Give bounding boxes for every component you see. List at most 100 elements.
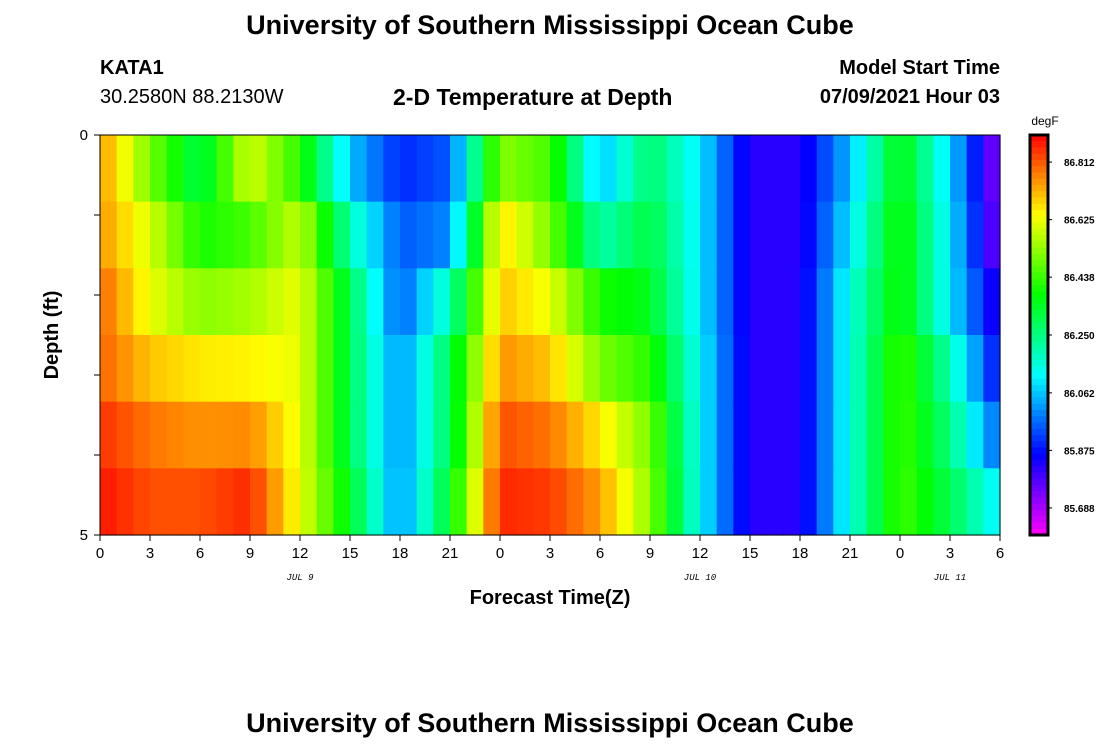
colorbar-segment: [1030, 510, 1048, 517]
heatmap-cell: [500, 135, 518, 203]
heatmap-cell: [450, 268, 468, 336]
heatmap-cell: [233, 135, 251, 203]
heatmap-cell: [166, 468, 184, 536]
heatmap-cell: [750, 335, 768, 403]
heatmap-cell: [983, 335, 1001, 403]
colorbar-segment: [1030, 497, 1048, 505]
heatmap-cell: [416, 335, 434, 403]
heatmap-cell: [266, 268, 284, 336]
heatmap-cell: [700, 401, 718, 469]
heatmap-cell: [766, 335, 784, 403]
heatmap-cell: [133, 468, 151, 536]
model-start-label: Model Start Time: [839, 57, 1000, 79]
colorbar-segment: [1030, 522, 1048, 530]
heatmap-cell: [433, 401, 451, 469]
heatmap-cell: [683, 401, 701, 469]
colorbar-tick-label: 86.062: [1064, 389, 1095, 400]
heatmap-cell: [800, 268, 818, 336]
heatmap-cell: [133, 201, 151, 269]
heatmap-cell: [733, 201, 751, 269]
heatmap-cell: [633, 335, 651, 403]
colorbar-segment: [1030, 235, 1048, 242]
heatmap-cell: [433, 135, 451, 203]
heatmap-cell: [516, 468, 534, 536]
heatmap-cell: [833, 335, 851, 403]
heatmap-cell: [983, 268, 1001, 336]
heatmap-cell: [316, 201, 334, 269]
colorbar-segment: [1030, 241, 1048, 248]
heatmap-cell: [300, 201, 318, 269]
heatmap-cell: [100, 268, 118, 336]
heatmap-cell: [266, 335, 284, 403]
heatmap-cell: [566, 201, 584, 269]
heatmap-cell: [400, 135, 418, 203]
heatmap-cell: [183, 335, 201, 403]
heatmap-cell: [733, 401, 751, 469]
heatmap-cell: [733, 335, 751, 403]
heatmap-cell: [566, 335, 584, 403]
heatmap-cell: [816, 401, 834, 469]
heatmap-cell: [316, 335, 334, 403]
date-label: JUL 11: [934, 573, 966, 583]
colorbar-segment: [1030, 453, 1048, 461]
heatmap-cell: [933, 335, 951, 403]
heatmap-cell: [516, 268, 534, 336]
heatmap-cell: [533, 268, 551, 336]
heatmap-cell: [333, 335, 351, 403]
heatmap-cell: [983, 201, 1001, 269]
heatmap-cell: [650, 335, 668, 403]
heatmap-cell: [900, 401, 918, 469]
heatmap-cell: [233, 335, 251, 403]
colorbar-segment: [1030, 428, 1048, 436]
heatmap-cell: [416, 401, 434, 469]
heatmap-cell: [916, 201, 934, 269]
heatmap-cell: [200, 401, 218, 469]
heatmap-cell: [866, 335, 884, 403]
heatmap-cell: [950, 201, 968, 269]
heatmap-cell: [783, 335, 801, 403]
heatmap-cell: [833, 135, 851, 203]
colorbar-segment: [1030, 303, 1048, 311]
heatmap-cell: [733, 268, 751, 336]
heatmap-cell: [150, 135, 168, 203]
heatmap-cell: [383, 268, 401, 336]
heatmap-cell: [383, 468, 401, 536]
heatmap-cell: [883, 135, 901, 203]
heatmap-cell: [766, 201, 784, 269]
heatmap-cell: [783, 268, 801, 336]
heatmap-cell: [966, 401, 984, 469]
colorbar-tick-label: 85.688: [1064, 504, 1095, 515]
colorbar-segment: [1030, 178, 1048, 186]
heatmap-cell: [800, 468, 818, 536]
heatmap-cell: [683, 335, 701, 403]
heatmap-cell: [650, 401, 668, 469]
heatmap-cell: [916, 135, 934, 203]
heatmap-cell: [100, 468, 118, 536]
heatmap-cell: [116, 135, 134, 203]
colorbar-segment: [1030, 291, 1048, 298]
heatmap-cell: [950, 468, 968, 536]
heatmap-cell: [150, 268, 168, 336]
colorbar-segment: [1030, 203, 1048, 211]
y-tick-label: 0: [80, 127, 88, 144]
heatmap-cell: [583, 135, 601, 203]
heatmap-cell: [433, 201, 451, 269]
heatmap-cell: [650, 268, 668, 336]
colorbar-segment: [1030, 210, 1048, 217]
heatmap-cell: [583, 468, 601, 536]
heatmap-cell: [300, 135, 318, 203]
colorbar-segment: [1030, 447, 1048, 455]
colorbar-segment: [1030, 322, 1048, 330]
colorbar-segment: [1030, 253, 1048, 261]
x-tick-label: 9: [646, 545, 654, 562]
heatmap-cell: [816, 201, 834, 269]
heatmap-cell: [816, 335, 834, 403]
heatmap-cell: [450, 201, 468, 269]
heatmap-cell: [900, 201, 918, 269]
heatmap-cell: [816, 268, 834, 336]
heatmap-cell: [766, 268, 784, 336]
heatmap-cell: [833, 468, 851, 536]
heatmap-cell: [216, 135, 234, 203]
colorbar-segment: [1030, 485, 1048, 492]
heatmap-cell: [350, 201, 368, 269]
